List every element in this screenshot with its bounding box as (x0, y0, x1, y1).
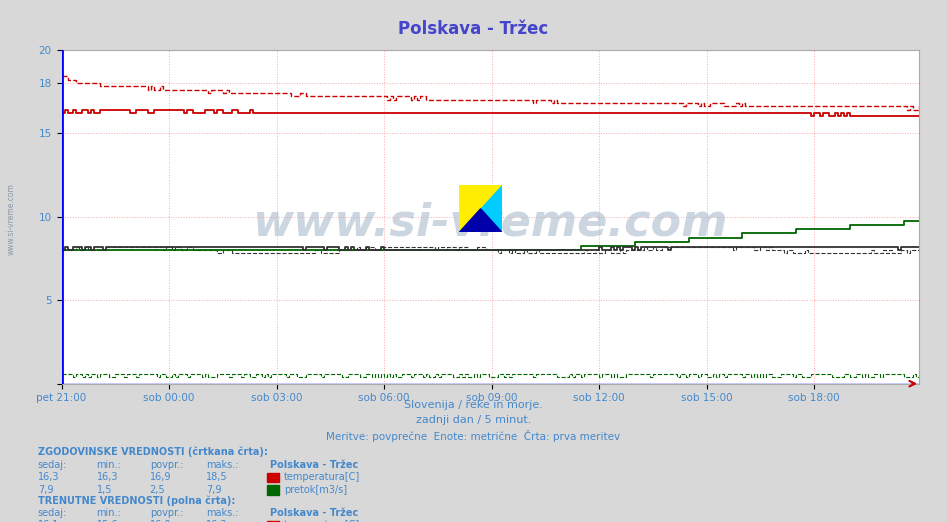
Text: www.si-vreme.com: www.si-vreme.com (252, 202, 728, 245)
Text: 16,3: 16,3 (97, 472, 118, 482)
Text: maks.:: maks.: (206, 459, 239, 470)
Text: 2,5: 2,5 (150, 484, 165, 495)
Text: min.:: min.: (97, 459, 121, 470)
Polygon shape (459, 209, 502, 232)
Text: temperatura[C]: temperatura[C] (284, 520, 361, 522)
Text: sedaj:: sedaj: (38, 459, 67, 470)
Polygon shape (459, 185, 502, 232)
Text: min.:: min.: (97, 507, 121, 518)
Text: povpr.:: povpr.: (150, 507, 183, 518)
Text: TRENUTNE VREDNOSTI (polna črta):: TRENUTNE VREDNOSTI (polna črta): (38, 496, 235, 506)
Text: zadnji dan / 5 minut.: zadnji dan / 5 minut. (416, 415, 531, 425)
Text: Slovenija / reke in morje.: Slovenija / reke in morje. (404, 399, 543, 410)
Text: Meritve: povprečne  Enote: metrične  Črta: prva meritev: Meritve: povprečne Enote: metrične Črta:… (327, 430, 620, 442)
Text: 18,5: 18,5 (206, 472, 228, 482)
Text: 7,9: 7,9 (38, 484, 53, 495)
Text: 7,9: 7,9 (206, 484, 222, 495)
Text: 15,6: 15,6 (97, 520, 118, 522)
Text: Polskava - Tržec: Polskava - Tržec (270, 507, 358, 518)
Text: maks.:: maks.: (206, 507, 239, 518)
Text: 16,0: 16,0 (150, 520, 171, 522)
Text: povpr.:: povpr.: (150, 459, 183, 470)
Text: temperatura[C]: temperatura[C] (284, 472, 361, 482)
Text: 16,1: 16,1 (38, 520, 60, 522)
Text: Polskava - Tržec: Polskava - Tržec (270, 459, 358, 470)
Text: 1,5: 1,5 (97, 484, 112, 495)
Text: sedaj:: sedaj: (38, 507, 67, 518)
Text: www.si-vreme.com: www.si-vreme.com (7, 183, 16, 255)
Text: 16,9: 16,9 (150, 472, 171, 482)
Polygon shape (459, 185, 502, 232)
Text: 16,3: 16,3 (206, 520, 228, 522)
Text: ZGODOVINSKE VREDNOSTI (črtkana črta):: ZGODOVINSKE VREDNOSTI (črtkana črta): (38, 446, 268, 457)
Text: Polskava - Tržec: Polskava - Tržec (399, 20, 548, 38)
Text: pretok[m3/s]: pretok[m3/s] (284, 484, 348, 495)
Text: 16,3: 16,3 (38, 472, 60, 482)
